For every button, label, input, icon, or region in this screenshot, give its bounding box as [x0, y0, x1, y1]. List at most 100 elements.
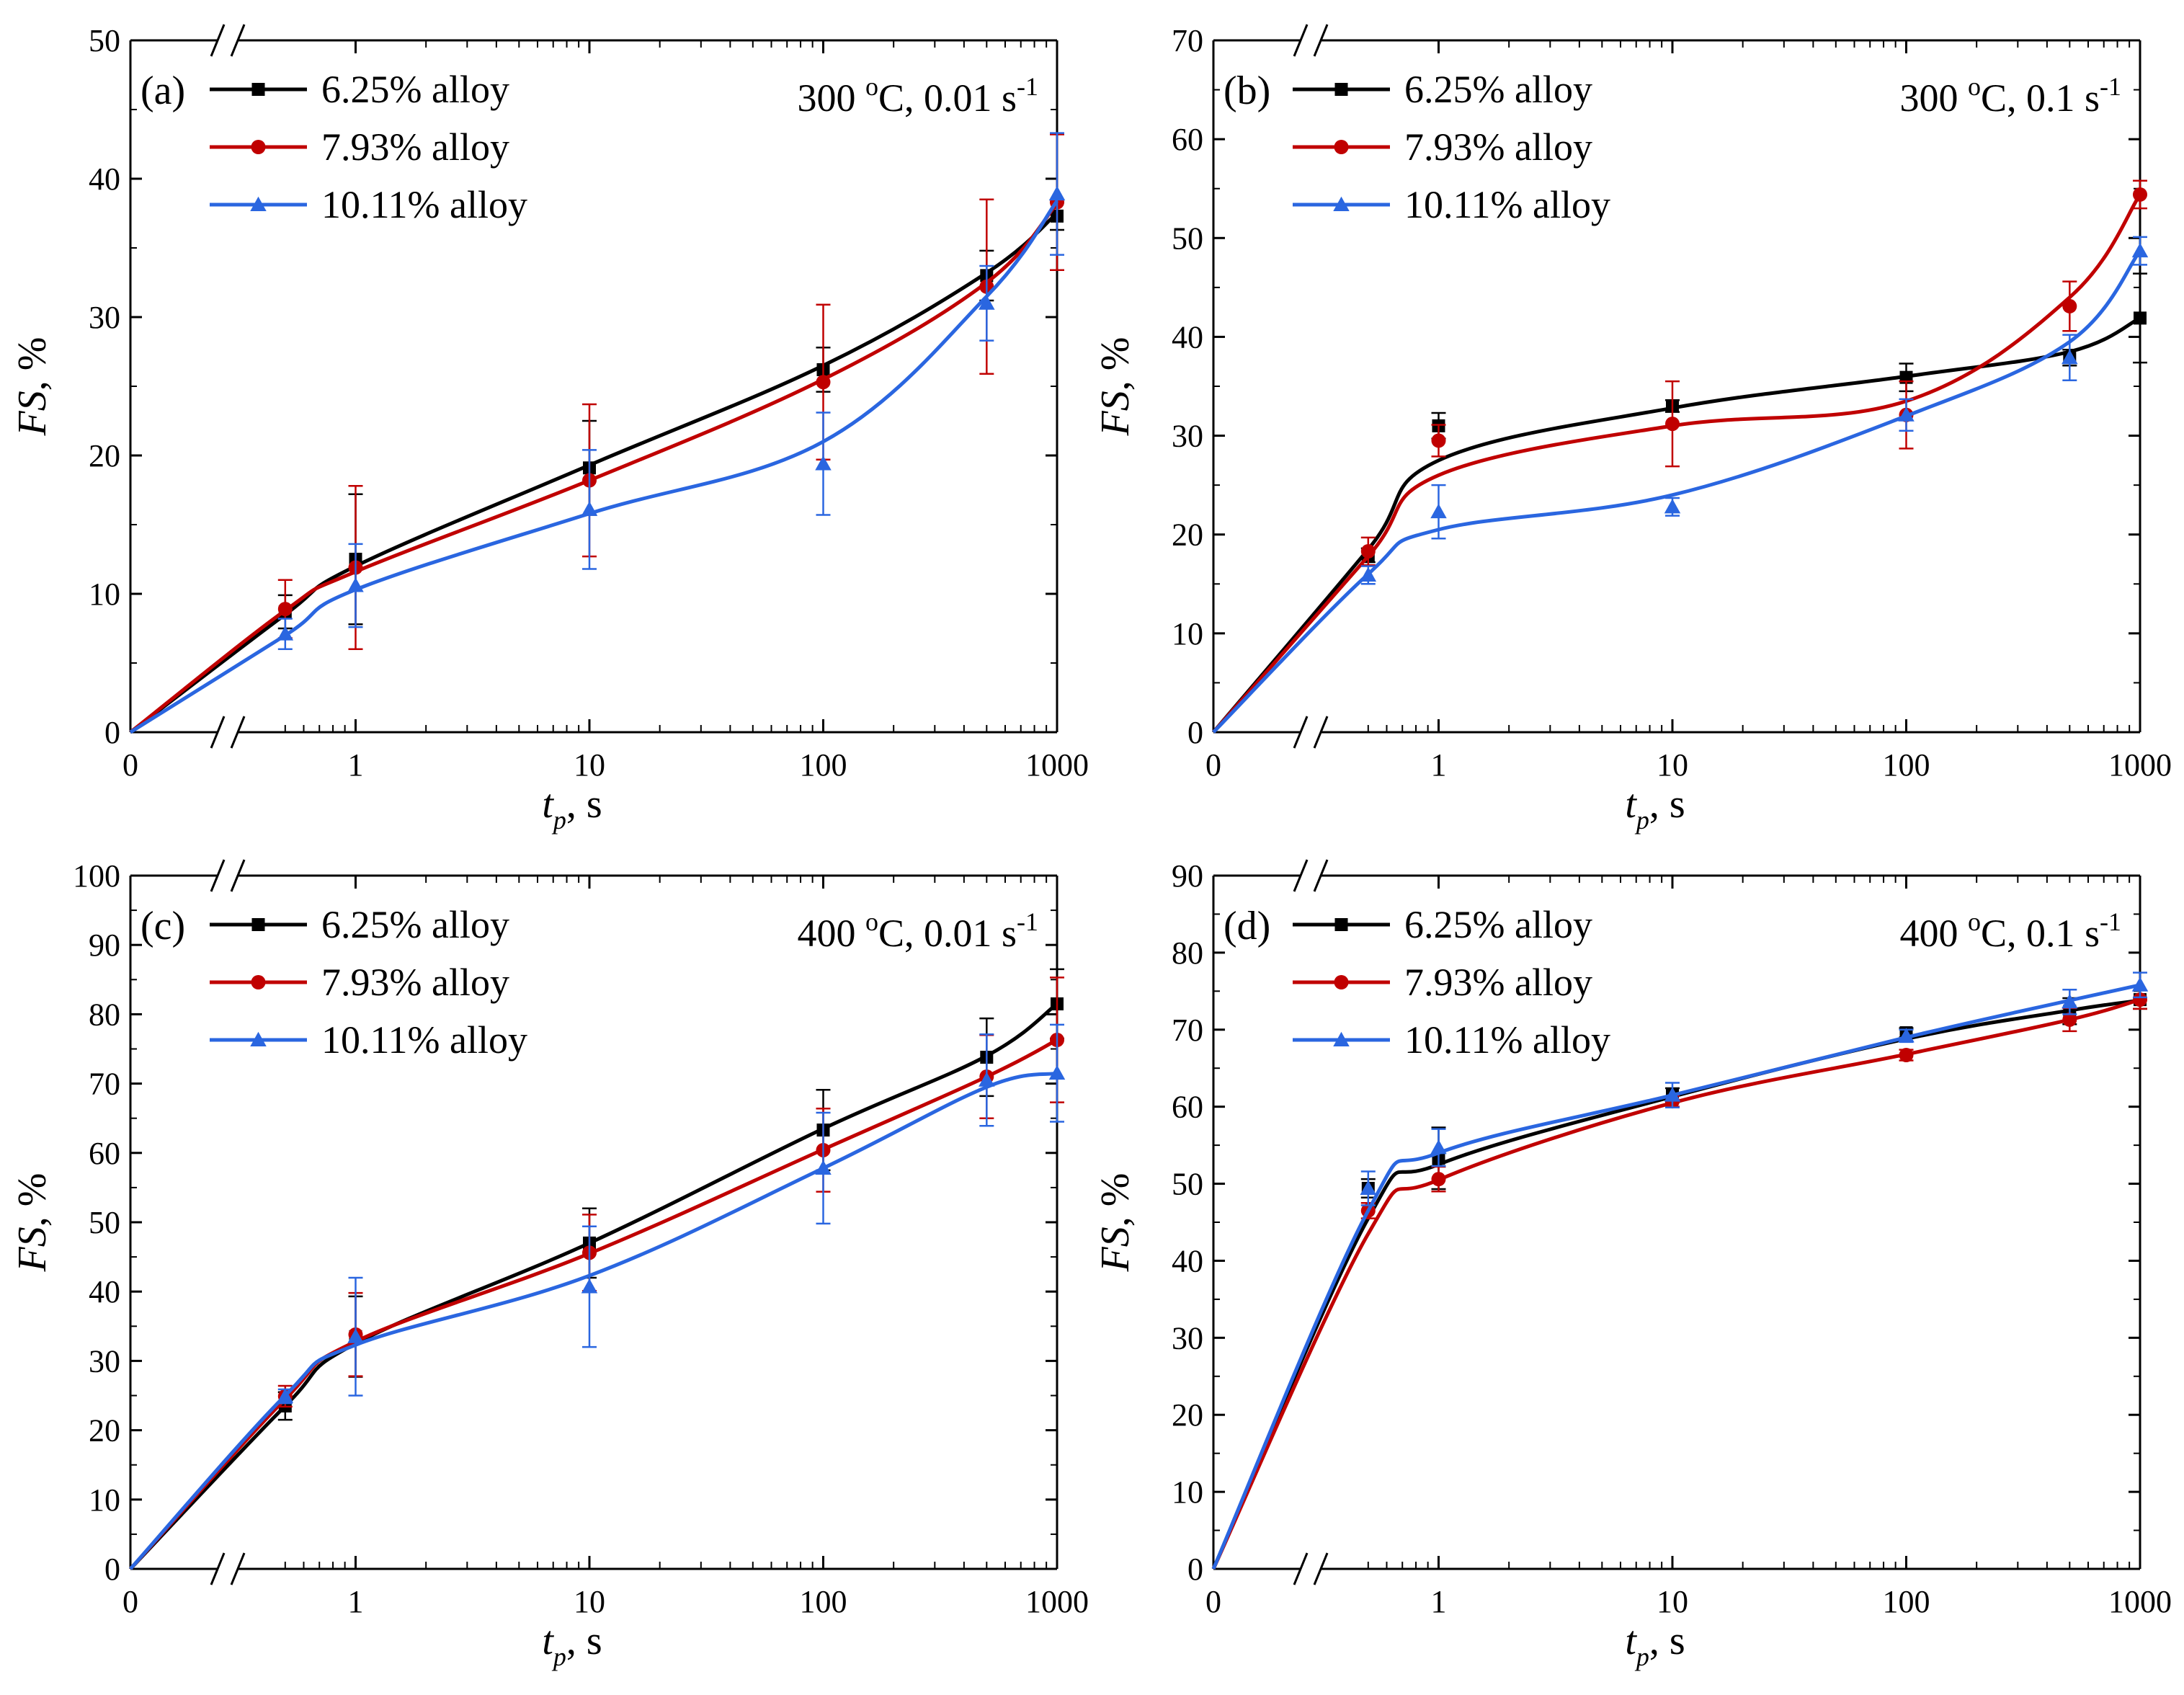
axis-break-mark-bottom-1 [230, 1552, 246, 1585]
condition-label: 300 oC, 0.1 s-1 [1899, 72, 2121, 120]
data-point-s1011 [1360, 1180, 1377, 1195]
legend-marker-s1011 [1333, 196, 1350, 211]
x-tick-label: 0 [1205, 747, 1221, 783]
panel-tag: (d) [1224, 904, 1270, 948]
data-point-s1011 [2131, 242, 2149, 258]
series-s1011 [1211, 971, 2149, 1570]
axis-break-mark-bottom-1 [230, 716, 246, 749]
x-tick-label: 10 [574, 1584, 605, 1619]
data-point-s1011 [2062, 994, 2078, 1009]
y-axis-title: FS, % [1093, 1173, 1138, 1273]
y-tick-label: 10 [89, 577, 120, 612]
x-tick-label: 10 [1657, 1584, 1688, 1619]
series-s625 [129, 201, 1064, 734]
y-tick-label: 40 [89, 161, 120, 197]
y-tick-label: 0 [1187, 1552, 1203, 1587]
y-tick-label: 80 [89, 997, 120, 1032]
data-point-s1011 [815, 1160, 832, 1175]
axis-break-mark-bottom-0 [1293, 1552, 1309, 1585]
data-point-s1011 [1430, 503, 1447, 519]
axis-break-mark-bottom-1 [1313, 1552, 1329, 1585]
data-point-s793 [816, 375, 831, 390]
y-tick-label: 90 [1172, 858, 1203, 894]
y-tick-label: 0 [1187, 715, 1203, 750]
legend-marker-s1011 [250, 196, 267, 211]
series-s625 [1211, 989, 2147, 1570]
y-tick-label: 100 [73, 858, 120, 894]
x-tick-label: 1 [1430, 747, 1446, 783]
y-tick-label: 20 [89, 438, 120, 473]
axis-break-mark-top-0 [210, 859, 226, 892]
y-tick-label: 60 [1172, 122, 1203, 157]
data-point-s1011 [1664, 1087, 1681, 1102]
y-tick-label: 30 [1172, 419, 1203, 454]
legend-marker-s625 [1334, 83, 1348, 96]
series-line-s793 [1211, 997, 2141, 1570]
y-axis-title: FS, % [10, 337, 55, 437]
y-tick-label: 20 [1172, 517, 1203, 553]
y-tick-label: 0 [104, 1552, 120, 1587]
x-axis-title: tp, s [1625, 1619, 1685, 1671]
data-point-s793 [1899, 1048, 1914, 1063]
y-tick-label: 80 [1172, 935, 1203, 971]
series-s625 [129, 968, 1064, 1570]
y-tick-label: 10 [1172, 1474, 1203, 1510]
y-tick-label: 60 [1172, 1090, 1203, 1125]
panel-tag: (c) [141, 904, 185, 948]
panel-tag: (b) [1224, 68, 1270, 113]
axis-break-mark-top-0 [1293, 24, 1309, 57]
x-tick-label: 100 [799, 747, 847, 783]
legend-label-s793: 7.93% alloy [321, 961, 509, 1004]
y-tick-label: 30 [89, 1343, 120, 1379]
chart-panel-d: 0 10 20 30 40 50 60 70 80 90 0 1 10 100 1000 FS, % tp, s… [1093, 858, 2172, 1671]
x-tick-label: 0 [1205, 1584, 1221, 1619]
x-tick-label: 1000 [2108, 747, 2172, 783]
legend-label-s793: 7.93% alloy [1404, 961, 1592, 1004]
x-tick-label: 1000 [1025, 1584, 1089, 1619]
y-tick-label: 20 [1172, 1397, 1203, 1433]
legend-label-s625: 6.25% alloy [321, 903, 509, 946]
series-s793 [1211, 989, 2147, 1570]
legend-marker-s793 [1334, 975, 1349, 989]
y-tick-label: 40 [89, 1274, 120, 1309]
y-tick-label: 50 [1172, 1167, 1203, 1202]
series-line-s1011 [1211, 983, 2141, 1570]
data-point-s1011 [277, 626, 294, 641]
data-point-s1011 [1898, 1028, 1915, 1043]
condition-label: 300 oC, 0.01 s-1 [797, 72, 1038, 120]
x-tick-label: 0 [122, 747, 138, 783]
axis-break-mark-bottom-0 [210, 1552, 226, 1585]
data-point-s625 [2134, 311, 2147, 325]
y-tick-label: 70 [1172, 23, 1203, 58]
condition-label: 400 oC, 0.01 s-1 [797, 907, 1038, 955]
data-point-s1011 [1360, 566, 1377, 582]
y-tick-label: 30 [1172, 1320, 1203, 1356]
data-point-s1011 [1048, 185, 1066, 201]
legend-marker-s625 [251, 83, 265, 96]
data-point-s793 [1431, 1172, 1446, 1187]
axis-break-mark-top-1 [230, 859, 246, 892]
y-tick-label: 50 [1172, 221, 1203, 256]
panel-tag: (a) [141, 68, 185, 113]
data-point-s793 [1431, 433, 1446, 448]
data-point-s1011 [979, 295, 995, 310]
legend-marker-s793 [1334, 140, 1349, 154]
y-axis-title: FS, % [10, 1173, 55, 1273]
series-line-s625 [129, 1002, 1058, 1570]
x-axis-title: tp, s [1625, 782, 1685, 835]
series-line-s625 [1211, 998, 2141, 1570]
legend-label-s1011: 10.11% alloy [321, 1018, 527, 1062]
legend-label-s1011: 10.11% alloy [321, 183, 527, 226]
data-point-s793 [277, 602, 293, 617]
axis-break-mark-top-1 [1313, 24, 1329, 57]
x-tick-label: 1000 [1025, 747, 1089, 783]
data-point-s1011 [979, 1072, 995, 1087]
series-s1011 [1212, 236, 2149, 734]
y-axis-title: FS, % [1093, 337, 1138, 437]
legend-label-s793: 7.93% alloy [321, 125, 509, 169]
y-tick-label: 40 [1172, 319, 1203, 355]
y-tick-label: 90 [89, 927, 120, 963]
legend-label-s625: 6.25% alloy [1404, 68, 1592, 111]
x-tick-label: 100 [1882, 747, 1930, 783]
